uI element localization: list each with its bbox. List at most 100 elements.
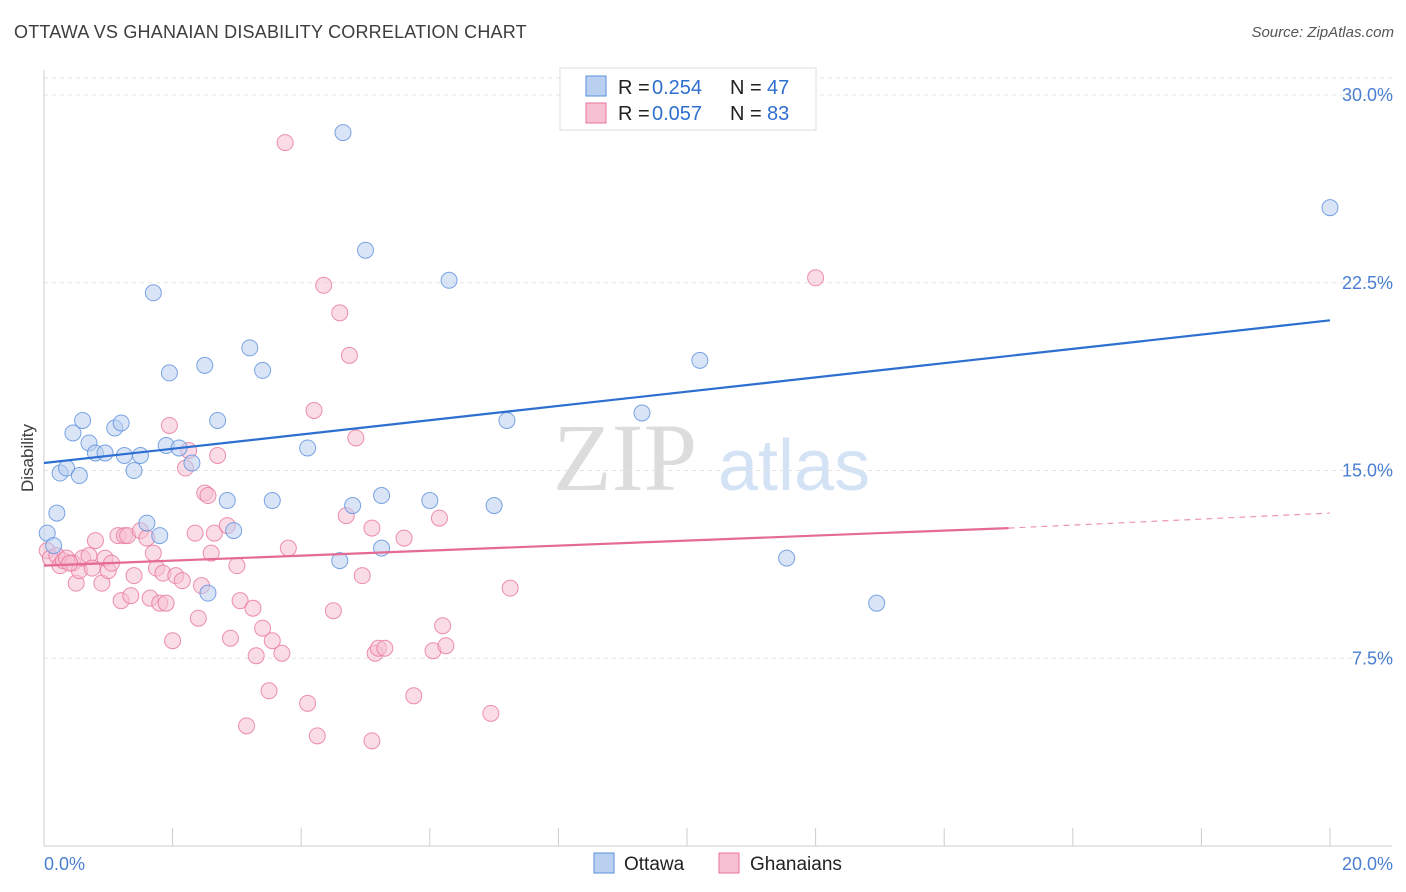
gridlines — [44, 77, 1392, 659]
ghanaians-point — [202, 544, 220, 562]
ottawa-point — [331, 552, 349, 570]
ottawa-point — [209, 411, 227, 429]
ghanaians-point — [363, 519, 381, 537]
ottawa-bottom-swatch — [593, 852, 615, 874]
ottawa-point — [196, 356, 214, 374]
ghanaians-point — [221, 629, 239, 647]
source-label: Source: ZipAtlas.com — [1251, 24, 1394, 41]
ghanaians-point — [173, 572, 191, 590]
ghanaians-r-value: 0.057 — [652, 103, 702, 125]
ottawa-point — [440, 271, 458, 289]
ottawa-point — [263, 492, 281, 510]
chart-title: OTTAWA VS GHANAIAN DISABILITY CORRELATIO… — [14, 22, 527, 42]
x-tick-marks — [43, 828, 1331, 846]
ottawa-point — [778, 549, 796, 567]
ghanaians-point — [347, 429, 365, 447]
ghanaians-point — [273, 644, 291, 662]
ghanaians-point — [437, 637, 455, 655]
ghanaians-point — [209, 446, 227, 464]
ghanaians-trend-line — [43, 526, 1009, 567]
ottawa-n-value: 47 — [767, 77, 789, 99]
ghanaians-point — [199, 487, 217, 505]
ottawa-point — [199, 584, 217, 602]
ottawa-point — [74, 411, 92, 429]
watermark: ZIP atlas — [553, 404, 870, 511]
ghanaians-point — [308, 727, 326, 745]
ottawa-point — [344, 497, 362, 515]
ottawa-point — [373, 487, 391, 505]
ghanaians-trend-extension — [1008, 512, 1331, 529]
ottawa-point — [151, 527, 169, 545]
ottawa-point — [160, 364, 178, 382]
ghanaians-point — [363, 732, 381, 750]
ghanaians-point — [340, 346, 358, 364]
ghanaians-point — [86, 532, 104, 550]
ottawa-point — [96, 444, 114, 462]
ottawa-point — [138, 514, 156, 532]
ghanaians-point — [186, 524, 204, 542]
ottawa-point — [254, 361, 272, 379]
ottawa-trend-line — [43, 319, 1331, 465]
ghanaians-point — [353, 567, 371, 585]
ghanaians-bottom-swatch — [718, 852, 740, 874]
y-tick-label: 15.0% — [1342, 461, 1393, 481]
ottawa-point — [691, 351, 709, 369]
ghanaians-point — [315, 276, 333, 294]
ghanaians-point — [164, 632, 182, 650]
ghanaians-point — [324, 602, 342, 620]
ottawa-point — [48, 504, 66, 522]
ghanaians-legend-swatch — [585, 102, 607, 124]
ghanaians-point — [157, 594, 175, 612]
ottawa-point — [868, 594, 886, 612]
ottawa-point — [299, 439, 317, 457]
ghanaians-point — [160, 416, 178, 434]
ghanaians-point — [125, 567, 143, 585]
ghanaians-n-label: N = — [730, 103, 767, 125]
ottawa-r-value: 0.254 — [652, 77, 702, 99]
ghanaians-point — [395, 529, 413, 547]
x-tick-label: 20.0% — [1342, 854, 1393, 874]
ghanaians-point — [376, 639, 394, 657]
ghanaians-point — [331, 304, 349, 322]
ghanaians-point — [430, 509, 448, 527]
tick-labels: 7.5% 15.0% 22.5% 30.0% 0.0% 20.0% — [44, 85, 1393, 874]
ottawa-point — [131, 446, 149, 464]
ghanaians-point — [405, 687, 423, 705]
x-tick-label: 0.0% — [44, 854, 85, 874]
ghanaians-point — [244, 599, 262, 617]
ottawa-point — [225, 522, 243, 540]
y-axis-label: Disability — [18, 423, 37, 492]
ghanaians-point — [501, 579, 519, 597]
ottawa-point — [45, 537, 63, 555]
y-tick-label: 30.0% — [1342, 85, 1393, 105]
ghanaians-point — [247, 647, 265, 665]
ottawa-point — [125, 462, 143, 480]
ghanaians-point — [260, 682, 278, 700]
ghanaians-point — [254, 619, 272, 637]
trend-lines — [43, 319, 1331, 567]
y-tick-label: 22.5% — [1342, 273, 1393, 293]
watermark-zip: ZIP — [553, 404, 697, 511]
ghanaians-point — [276, 134, 294, 152]
ghanaians-bottom-label: Ghanaians — [750, 854, 842, 875]
ghanaians-point — [238, 717, 256, 735]
ottawa-legend-swatch — [585, 75, 607, 97]
ottawa-point — [112, 414, 130, 432]
ghanaians-point — [205, 524, 223, 542]
ottawa-point — [334, 124, 352, 142]
ottawa-points — [38, 94, 1339, 612]
ottawa-point — [218, 492, 236, 510]
ghanaians-points — [38, 134, 825, 750]
ottawa-bottom-label: Ottawa — [624, 854, 685, 875]
ottawa-point — [64, 424, 82, 442]
ottawa-point — [1321, 199, 1339, 217]
ottawa-point — [144, 284, 162, 302]
ghanaians-point — [231, 592, 249, 610]
ottawa-point — [485, 497, 503, 515]
ghanaians-point — [434, 617, 452, 635]
ottawa-n-label: N = — [730, 77, 767, 99]
ottawa-point — [70, 467, 88, 485]
ottawa-point — [183, 454, 201, 472]
ottawa-point — [421, 492, 439, 510]
watermark-atlas: atlas — [718, 426, 870, 506]
